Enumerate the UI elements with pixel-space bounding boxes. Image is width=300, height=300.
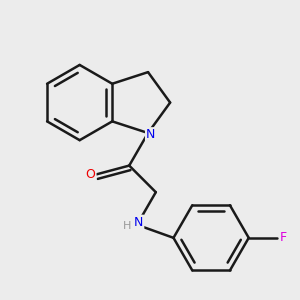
Text: N: N [134,216,143,229]
Text: N: N [146,128,155,141]
Text: O: O [86,168,96,181]
Text: F: F [280,231,287,244]
Text: H: H [123,221,131,231]
